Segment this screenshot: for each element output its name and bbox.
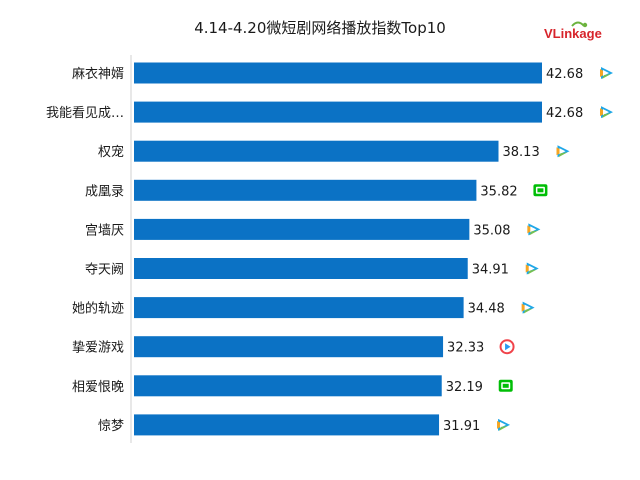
tencent-video-icon	[497, 418, 511, 431]
tencent-video-icon	[521, 301, 535, 314]
value-label: 31.91	[443, 419, 480, 434]
value-label: 35.08	[473, 223, 510, 238]
bar	[134, 414, 440, 436]
category-label: 夺天阙	[85, 263, 124, 278]
value-label: 34.48	[468, 302, 505, 317]
bar	[134, 179, 477, 201]
bar	[134, 297, 464, 319]
bar	[134, 101, 542, 123]
svg-text:VLinkage: VLinkage	[544, 26, 602, 41]
tencent-icon-bottom	[529, 230, 539, 236]
value-label: 38.13	[503, 145, 540, 160]
category-label: 相爱恨晚	[72, 380, 124, 395]
bar	[134, 140, 499, 162]
tencent-icon-bottom	[558, 152, 568, 158]
youku-icon-play	[505, 343, 511, 351]
value-label: 42.68	[546, 67, 583, 82]
value-label: 35.82	[480, 184, 517, 199]
category-label: 惊梦	[98, 419, 124, 434]
tencent-video-icon	[525, 262, 539, 275]
tencent-icon-bottom	[602, 113, 611, 119]
bars-layer: 麻衣神婿 42.68 我能看见成… 42.68 权宠 38.13 成凰录 35.82 宫墙厌 35…	[46, 62, 613, 436]
tencent-video-icon	[556, 145, 570, 158]
bar	[134, 62, 542, 84]
tencent-icon-inner	[524, 304, 531, 311]
iqiyi-icon-mark	[537, 188, 544, 193]
tencent-icon-inner	[603, 109, 609, 116]
bar	[134, 258, 468, 279]
value-label: 42.68	[546, 106, 583, 121]
category-label: 挚爱游戏	[72, 341, 124, 356]
iqiyi-icon	[498, 379, 513, 392]
tencent-icon-inner	[528, 265, 535, 272]
category-label: 宫墙厌	[85, 223, 124, 238]
tencent-icon-bottom	[527, 269, 537, 275]
tencent-icon-inner	[500, 421, 507, 428]
logo-text-suffix: kage	[572, 26, 602, 41]
category-label: 权宠	[98, 144, 124, 160]
tencent-icon-inner	[603, 70, 609, 76]
tencent-icon-inner	[559, 148, 566, 155]
category-label: 她的轨迹	[72, 301, 124, 317]
bar	[134, 218, 470, 240]
tencent-icon-bottom	[602, 74, 611, 79]
value-label: 32.33	[447, 341, 484, 356]
logo-text-prefix: VLin	[544, 26, 572, 41]
category-label: 成凰录	[85, 184, 124, 199]
tencent-icon-bottom	[499, 425, 509, 431]
tencent-video-icon	[600, 106, 613, 119]
youku-icon	[499, 339, 515, 355]
chart-title: 4.14-4.20微短剧网络播放指数Top10	[194, 19, 446, 37]
bar	[134, 336, 444, 358]
bar	[134, 375, 442, 397]
iqiyi-icon-mark	[502, 383, 509, 388]
category-label: 麻衣神婿	[72, 66, 124, 82]
vlinkage-logo: VLinkage	[544, 20, 614, 44]
tencent-icon-inner	[530, 226, 537, 233]
logo-dot	[582, 22, 588, 28]
iqiyi-icon	[533, 184, 548, 197]
tencent-video-icon	[600, 67, 613, 79]
value-label: 34.91	[472, 263, 509, 278]
tencent-icon-bottom	[523, 308, 533, 314]
category-label: 我能看见成…	[46, 105, 124, 121]
tencent-video-icon	[527, 223, 541, 236]
value-label: 32.19	[446, 380, 483, 395]
